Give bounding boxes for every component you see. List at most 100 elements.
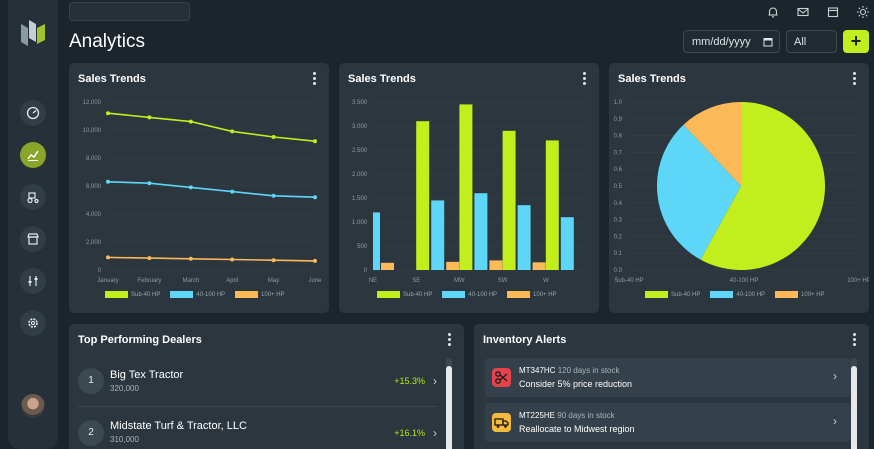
scrollbar-thumb[interactable]	[851, 366, 857, 449]
card-title: Sales Trends	[348, 73, 416, 85]
y-tick-label: 1.0	[614, 100, 623, 106]
chart-icon	[27, 150, 39, 161]
speedometer-icon	[26, 106, 40, 120]
legend-label: 40-100 HP	[468, 291, 498, 298]
bell-icon[interactable]	[766, 5, 780, 19]
search-input[interactable]	[69, 2, 190, 21]
chevron-right-icon[interactable]: ›	[433, 374, 437, 388]
bar	[431, 200, 445, 270]
bar	[489, 260, 503, 270]
dealer-name[interactable]: Big Tex Tractor	[110, 369, 184, 381]
calendar-icon[interactable]	[826, 5, 840, 19]
more-icon[interactable]	[448, 333, 452, 346]
data-point	[147, 181, 152, 186]
alert-item[interactable]: MT225HE 90 days in stock Reallocate to M…	[485, 403, 851, 442]
more-icon[interactable]	[583, 72, 587, 85]
y-tick-label: 1,000	[352, 220, 368, 226]
legend-label: 100+ HP	[261, 291, 285, 298]
x-tick-label: Sub-40 HP	[614, 278, 643, 284]
y-tick-label: 0.0	[614, 268, 623, 274]
legend-swatch	[170, 291, 194, 298]
nav-tractor[interactable]	[20, 184, 46, 210]
y-tick-label: 10,000	[83, 128, 102, 134]
legend-label: 40-100 HP	[196, 291, 226, 298]
y-tick-label: 0	[98, 268, 102, 274]
pie-slice	[700, 102, 825, 270]
y-tick-label: 12,000	[83, 100, 102, 106]
data-point	[188, 256, 193, 261]
alert-code-text: MT225HE	[519, 411, 556, 420]
dealer-name[interactable]: Midstate Turf & Tractor, LLC	[110, 420, 247, 432]
pie-slice	[683, 102, 741, 186]
sun-icon[interactable]	[856, 5, 870, 19]
nav-settings[interactable]	[20, 310, 46, 336]
line-chart: 0 2,000 4,000 6,000 8,000 10,000 12,000 January…	[83, 100, 323, 284]
bar	[416, 121, 430, 270]
data-point	[106, 111, 110, 116]
data-point	[271, 135, 276, 139]
nav-speedometer[interactable]	[20, 100, 46, 126]
data-point	[313, 139, 317, 144]
y-tick-label: 0.6	[614, 167, 623, 173]
legend-label: 40-100 HP	[736, 291, 766, 298]
legend-label: 100+ HP	[801, 291, 825, 298]
y-tick-label: 0.5	[614, 184, 623, 190]
dealer-rank: 1	[78, 368, 104, 394]
add-button[interactable]: +	[843, 30, 869, 53]
calendar-icon[interactable]	[763, 37, 773, 47]
chevron-right-icon[interactable]: ›	[433, 426, 437, 440]
tractor-icon	[27, 192, 39, 204]
x-tick-label: June	[308, 278, 322, 284]
mail-icon[interactable]	[796, 5, 810, 19]
store-icon	[27, 233, 39, 245]
legend-swatch	[377, 291, 400, 298]
chevron-right-icon[interactable]: ›	[833, 414, 837, 428]
legend-swatch	[507, 291, 531, 298]
dealer-value: 310,000	[110, 435, 139, 444]
data-point	[106, 255, 110, 260]
y-tick-label: 2,500	[352, 148, 368, 154]
x-tick-label: January	[97, 278, 118, 284]
bar	[474, 193, 488, 270]
alert-code-text: MT347HC	[519, 366, 556, 375]
top-dealers-card: Top Performing Dealers 1 Big Tex Tractor…	[69, 324, 464, 449]
avatar[interactable]	[21, 394, 45, 418]
legend-swatch	[775, 291, 799, 298]
series-line	[107, 181, 316, 198]
x-tick-label: April	[226, 278, 238, 284]
alert-item[interactable]: MT347HC 120 days in stock Consider 5% pr…	[485, 358, 851, 397]
legend-item: 100+ HP	[775, 291, 825, 298]
y-tick-label: 3,000	[352, 124, 368, 130]
sliders-icon	[28, 276, 38, 286]
date-input[interactable]: mm/dd/yyyy	[683, 30, 780, 53]
alert-code: MT225HE 90 days in stock	[519, 411, 615, 420]
more-icon[interactable]	[853, 72, 857, 85]
legend-item: Sub-40 HP	[645, 291, 700, 298]
y-tick-label: 1,500	[352, 196, 368, 202]
pie-legend: Sub-40 HP 40-100 HP 100+ HP	[645, 291, 825, 298]
legend-item: Sub-40 HP	[105, 291, 160, 298]
truck-icon	[492, 413, 511, 432]
nav-analytics[interactable]	[20, 142, 46, 168]
legend-swatch	[710, 291, 734, 298]
data-point	[271, 193, 276, 198]
scrollbar-thumb[interactable]	[446, 366, 452, 449]
inventory-alerts-card: Inventory Alerts MT347HC 120 days in sto…	[474, 324, 869, 449]
data-point	[313, 258, 317, 263]
bar	[459, 104, 473, 271]
chevron-right-icon[interactable]: ›	[833, 369, 837, 383]
more-icon[interactable]	[853, 333, 857, 346]
nav-store[interactable]	[20, 226, 46, 252]
filter-select[interactable]: All	[786, 30, 837, 53]
sidebar	[8, 0, 58, 449]
legend-item: 100+ HP	[235, 291, 285, 298]
scrollbar[interactable]	[851, 358, 857, 449]
bar	[502, 130, 516, 270]
bar	[545, 140, 559, 270]
more-icon[interactable]	[313, 72, 317, 85]
series-line	[107, 112, 316, 142]
scrollbar[interactable]	[446, 358, 452, 449]
series-line	[107, 256, 316, 262]
nav-sliders[interactable]	[20, 268, 46, 294]
y-tick-label: 0.3	[614, 218, 623, 224]
